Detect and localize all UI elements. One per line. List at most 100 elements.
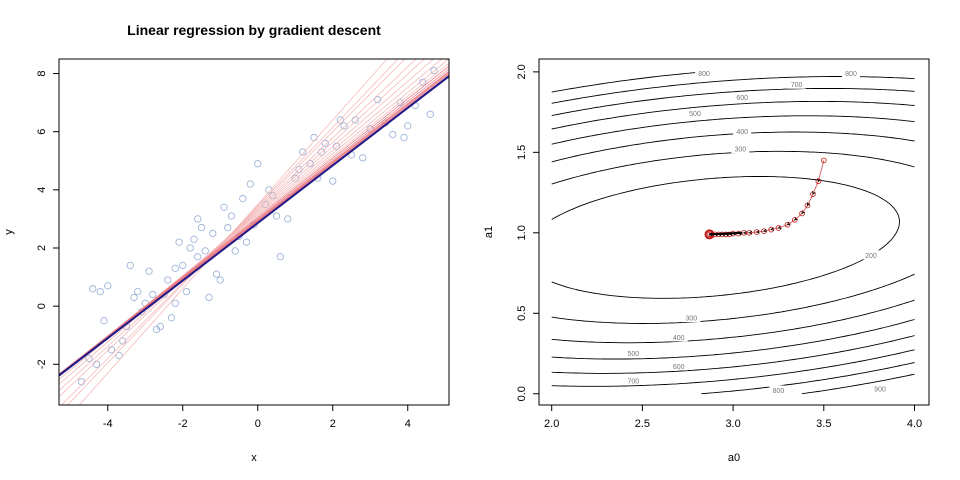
x-tick-label: 0: [255, 418, 261, 430]
contour-label-bg: [769, 385, 788, 395]
descent-arrow: [748, 230, 753, 235]
regression-y-ticks: -2 0 2 4 6 8: [36, 70, 59, 369]
x-tick-label: -4: [103, 418, 113, 430]
data-point: [310, 133, 318, 142]
descent-step-point: [761, 228, 767, 234]
data-point: [426, 110, 434, 118]
data-point: [336, 116, 344, 124]
regression-panel: Linear regression by gradient descent -4…: [3, 22, 450, 464]
contour-x-ticks: 2.0 2.5 3.0 3.5 4.0: [544, 405, 922, 430]
contour-label: 700: [791, 82, 803, 89]
contour-x-axis-label: a0: [728, 452, 740, 464]
data-point: [265, 186, 273, 194]
descent-arrow: [812, 191, 816, 195]
data-point: [404, 122, 412, 130]
descent-arrow: [770, 227, 775, 231]
data-point: [209, 229, 217, 238]
data-point: [171, 264, 179, 272]
y-tick-label: 0: [36, 303, 48, 309]
descent-convergence-segment: [709, 231, 743, 236]
contour-label: 600: [673, 364, 685, 371]
data-point: [179, 261, 187, 270]
descent-arrow: [806, 202, 811, 207]
contour-label-bg: [669, 332, 688, 342]
data-point: [400, 133, 408, 142]
descent-arrow: [763, 228, 767, 233]
data-point: [374, 96, 382, 104]
data-point: [149, 290, 157, 299]
contour-line: [551, 100, 915, 374]
fitted-line: [61, 59, 406, 405]
y-tick-label: 0.5: [516, 306, 528, 321]
data-point: [201, 247, 209, 255]
contour-line: [551, 150, 915, 324]
data-point: [389, 130, 397, 139]
data-point: [359, 154, 367, 162]
data-point: [77, 378, 86, 386]
data-point: [96, 287, 104, 296]
descent-step-point: [768, 226, 774, 233]
x-tick-label: 3.0: [725, 418, 740, 430]
x-tick-label: 2.0: [544, 418, 559, 430]
contour-y-axis-label: a1: [483, 226, 495, 238]
data-point: [272, 212, 281, 220]
data-point: [430, 66, 438, 75]
data-point: [156, 322, 164, 331]
final-fitted-line: [59, 75, 449, 377]
regression-plot-frame: [58, 58, 450, 406]
contour-label: 300: [735, 147, 747, 154]
descent-arrow: [794, 216, 798, 221]
descent-arrow: [743, 231, 747, 235]
contour-label-bg: [624, 348, 643, 358]
contour-label: 500: [689, 111, 701, 118]
contour-label: 300: [686, 316, 698, 323]
contour-label: 800: [845, 71, 857, 78]
contour-label-bg: [686, 108, 704, 118]
y-tick-label: 6: [36, 129, 48, 135]
data-point: [216, 276, 224, 284]
data-point: [242, 238, 251, 246]
data-point: [269, 192, 277, 200]
descent-arrow: [801, 210, 805, 215]
contour-line: [551, 76, 915, 395]
y-tick-label: 4: [36, 187, 48, 193]
data-point: [89, 285, 97, 293]
data-point: [246, 180, 254, 188]
data-point: [134, 287, 142, 296]
y-tick-label: 2.0: [516, 64, 528, 79]
data-point: [115, 351, 123, 360]
data-point: [224, 223, 232, 232]
data-point: [239, 194, 247, 203]
data-point: [167, 314, 176, 322]
contour-label-bg: [842, 68, 860, 78]
descent-arrow: [777, 225, 782, 229]
descent-arrow: [755, 229, 760, 234]
data-point: [126, 261, 134, 270]
descent-step-point: [753, 229, 760, 235]
data-point: [175, 238, 183, 246]
y-tick-label: 1.0: [516, 225, 528, 240]
data-point: [119, 337, 127, 345]
x-tick-label: 3.5: [816, 418, 831, 430]
data-point: [227, 212, 236, 220]
descent-step-point: [791, 217, 798, 223]
contour-label-bg: [682, 313, 701, 323]
x-tick-label: 2.5: [635, 418, 650, 430]
x-tick-label: 4.0: [907, 418, 922, 430]
y-tick-label: 0.0: [516, 386, 528, 401]
fitted-line: [78, 59, 388, 405]
data-point: [85, 354, 93, 363]
contour-line: [551, 115, 915, 360]
data-point: [220, 203, 228, 211]
data-point: [231, 247, 239, 255]
contour-label-bg: [669, 361, 688, 371]
data-point: [205, 293, 213, 302]
contour-label: 900: [874, 386, 886, 393]
fitted-line: [66, 59, 399, 405]
contour-label: 200: [865, 253, 877, 260]
contour-label-bg: [861, 250, 880, 260]
fitted-line: [59, 59, 417, 398]
data-point: [212, 270, 221, 278]
data-point: [171, 299, 179, 307]
contour-y-ticks: 0.0 0.5 1.0 1.5 2.0: [516, 64, 539, 401]
